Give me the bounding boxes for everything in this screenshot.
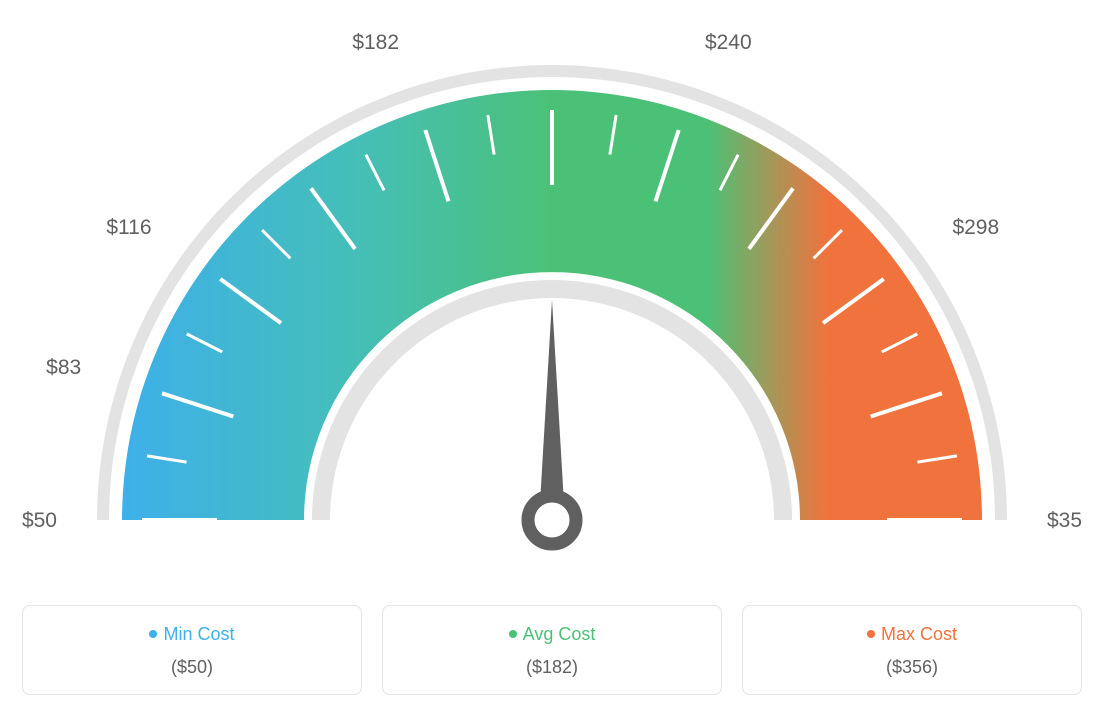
gauge-tick-label: $356 [1047, 509, 1082, 532]
legend-row: Min Cost ($50) Avg Cost ($182) Max Cost … [22, 605, 1082, 695]
gauge-tick-label: $240 [705, 31, 752, 54]
gauge-tick-label: $116 [106, 216, 151, 239]
legend-value-max: ($356) [753, 657, 1071, 678]
legend-value-min: ($50) [33, 657, 351, 678]
legend-title-avg: Avg Cost [393, 624, 711, 645]
gauge-svg: $50 $83 $116 $182 $240 $298 $356 [22, 20, 1082, 570]
legend-card-min: Min Cost ($50) [22, 605, 362, 695]
gauge-tick-label: $83 [46, 356, 81, 379]
legend-card-avg: Avg Cost ($182) [382, 605, 722, 695]
cost-gauge-chart: $50 $83 $116 $182 $240 $298 $356 [22, 20, 1082, 575]
gauge-needle [539, 300, 565, 520]
legend-card-max: Max Cost ($356) [742, 605, 1082, 695]
gauge-tick-label: $298 [952, 216, 999, 239]
legend-label-min: Min Cost [163, 624, 234, 644]
legend-dot-max [867, 630, 875, 638]
legend-dot-min [149, 630, 157, 638]
legend-title-min: Min Cost [33, 624, 351, 645]
gauge-tick-label: $182 [352, 31, 399, 54]
legend-dot-avg [509, 630, 517, 638]
legend-value-avg: ($182) [393, 657, 711, 678]
legend-label-avg: Avg Cost [523, 624, 596, 644]
legend-label-max: Max Cost [881, 624, 957, 644]
gauge-tick-label: $50 [22, 509, 57, 532]
gauge-needle-hub [528, 496, 576, 544]
legend-title-max: Max Cost [753, 624, 1071, 645]
